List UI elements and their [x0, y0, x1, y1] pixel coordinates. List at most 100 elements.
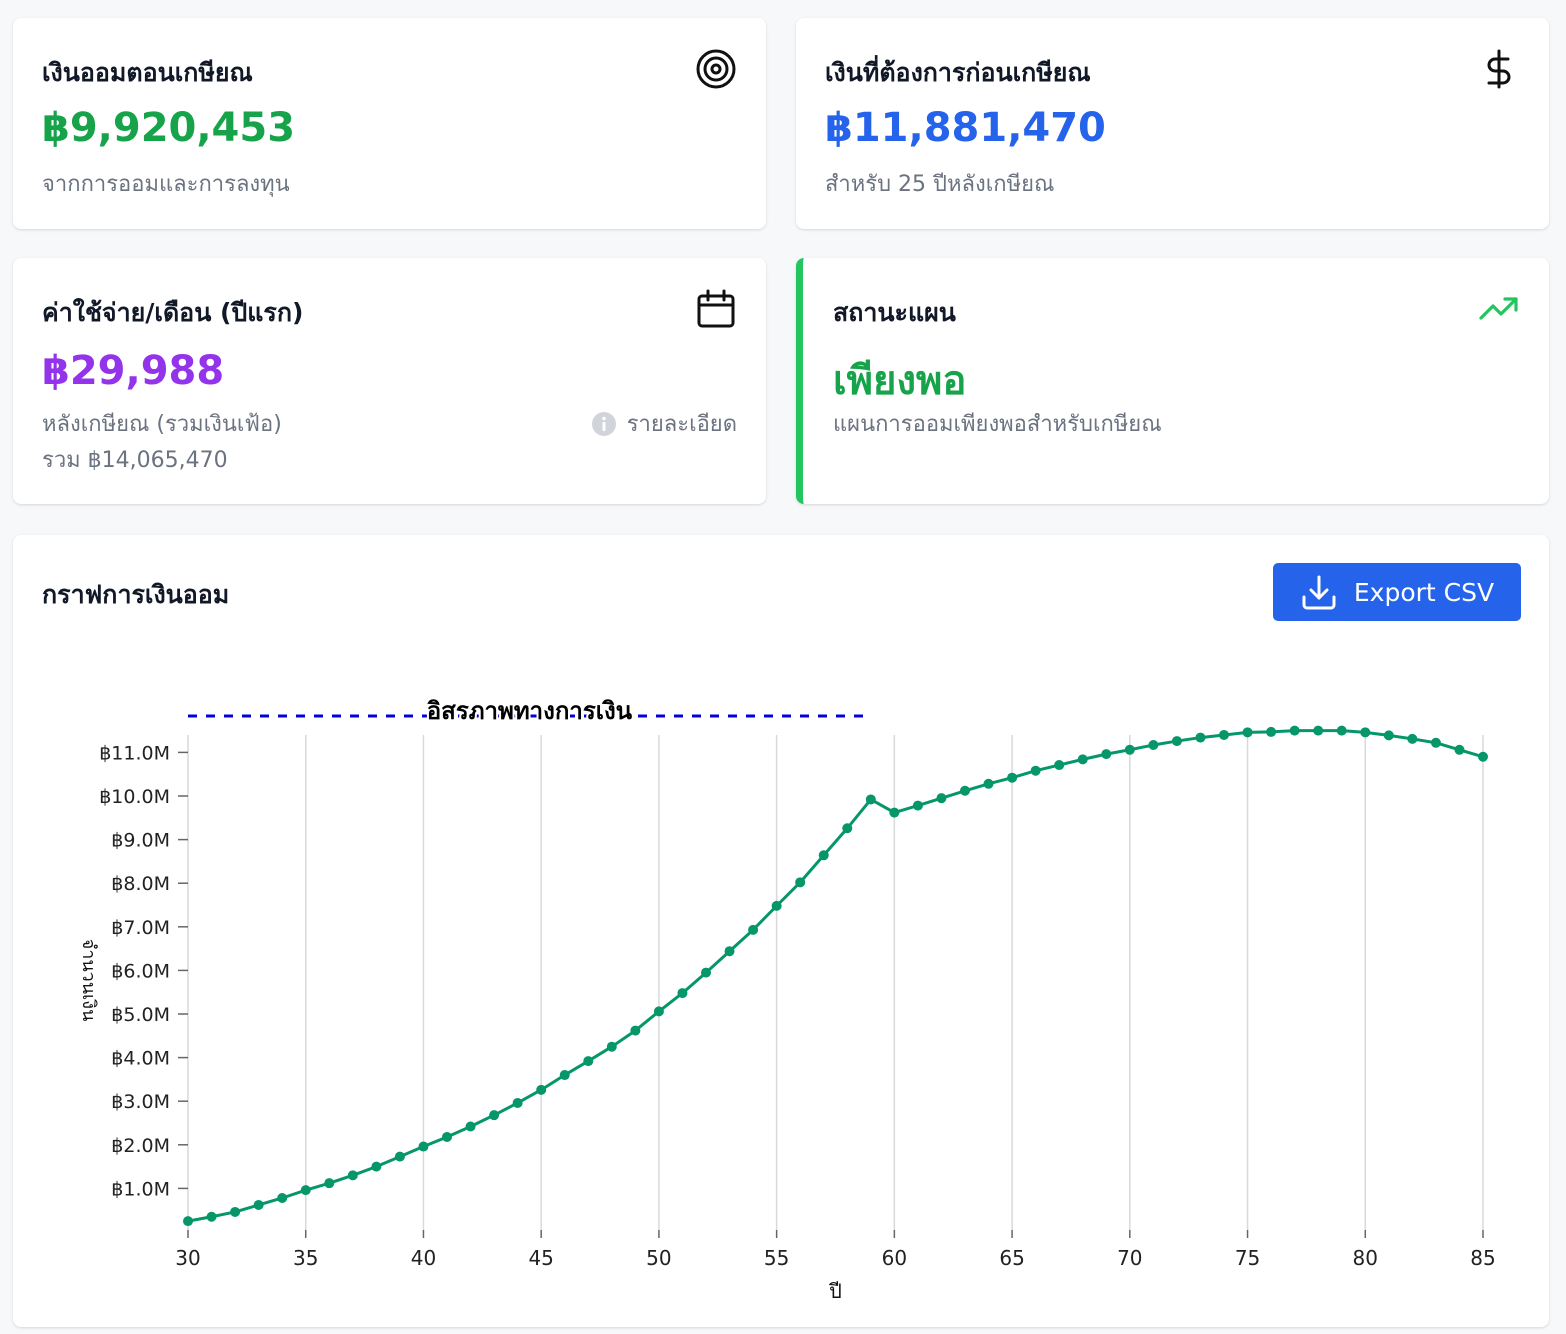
data-point	[818, 850, 829, 861]
data-point	[465, 1121, 476, 1132]
chart-title: กราฟการเงินออม	[42, 580, 230, 609]
data-point	[489, 1110, 500, 1121]
trending-up-icon	[1479, 297, 1518, 320]
y-tick-label: ฿2.0M	[111, 1135, 170, 1157]
data-point	[300, 1185, 311, 1196]
x-tick-label: 30	[175, 1246, 200, 1270]
expense-card: ค่าใช้จ่าย/เดือน (ปีแรก) ฿29,988 หลังเกษ…	[13, 258, 766, 504]
y-tick-label: ฿3.0M	[111, 1091, 170, 1113]
x-tick-label: 60	[882, 1246, 907, 1270]
savings-value: ฿9,920,453	[42, 105, 296, 151]
data-point	[1313, 725, 1324, 736]
reference-line: อิสรภาพทางการเงิน	[188, 695, 871, 727]
data-point	[324, 1178, 335, 1189]
data-point	[1266, 726, 1277, 737]
data-point	[748, 924, 759, 935]
data-point	[512, 1097, 523, 1108]
chart-grid	[187, 735, 1484, 1230]
x-tick-label: 80	[1353, 1246, 1378, 1270]
target-icon	[696, 49, 736, 89]
expense-total: รวม ฿14,065,470	[42, 448, 228, 473]
chart-card: กราฟการเงินออม Export CSV ฿1.0M ฿2.0M ฿3.0…	[13, 535, 1549, 1327]
details-button[interactable]: รายละเอียด	[591, 406, 737, 441]
data-point	[536, 1084, 547, 1095]
data-point	[1124, 744, 1135, 755]
x-tick-label: 35	[293, 1246, 318, 1270]
savings-card: เงินออมตอนเกษียณ ฿9,920,453 จากการออมและ…	[13, 18, 766, 229]
data-point	[1148, 739, 1159, 750]
download-icon	[1302, 575, 1336, 610]
required-value: ฿11,881,470	[825, 105, 1106, 151]
savings-line-chart: ฿1.0M ฿2.0M ฿3.0M ฿4.0M ฿5.0M ฿6.0M ฿7.0M ฿8.0M…	[78, 695, 1496, 1303]
status-title: สถานะแผน	[833, 298, 956, 327]
x-tick-label: 45	[528, 1246, 553, 1270]
data-point	[1077, 754, 1088, 765]
data-point	[1407, 733, 1418, 744]
expense-value: ฿29,988	[42, 348, 225, 394]
data-point	[230, 1206, 241, 1217]
data-point	[1195, 732, 1206, 743]
data-point	[1007, 772, 1018, 783]
data-point	[842, 823, 853, 834]
x-tick-label: 85	[1470, 1246, 1495, 1270]
data-point	[206, 1211, 217, 1222]
status-subtitle: แผนการออมเพียงพอสำหรับเกษียณ	[833, 412, 1162, 437]
x-tick-label: 40	[411, 1246, 436, 1270]
savings-subtitle: จากการออมและการลงทุน	[42, 172, 290, 197]
data-point	[277, 1192, 288, 1203]
data-point	[418, 1141, 429, 1152]
savings-line	[187, 729, 1484, 1223]
data-point	[1336, 725, 1347, 736]
data-point	[912, 800, 923, 811]
data-point	[724, 946, 735, 957]
x-tick-label: 70	[1117, 1246, 1142, 1270]
data-point	[653, 1006, 664, 1017]
data-point	[1360, 727, 1371, 738]
data-point	[865, 794, 876, 805]
data-point	[960, 785, 970, 796]
required-title: เงินที่ต้องการก่อนเกษียณ	[825, 58, 1091, 87]
y-axis-label: จำนวนเงิน	[78, 939, 99, 1022]
status-card: สถานะแผน เพียงพอ แผนการออมเพียงพอสำหรับเ…	[796, 258, 1549, 504]
y-tick-label: ฿7.0M	[111, 917, 170, 939]
data-point	[442, 1131, 452, 1142]
data-point	[394, 1151, 405, 1162]
expense-title: ค่าใช้จ่าย/เดือน (ปีแรก)	[42, 298, 304, 327]
financial-freedom-label: อิสรภาพทางการเงิน	[427, 697, 633, 725]
data-point	[371, 1161, 382, 1172]
data-point	[1478, 751, 1488, 762]
data-point	[936, 793, 947, 804]
calendar-icon	[697, 289, 735, 328]
data-point	[559, 1070, 570, 1081]
savings-title: เงินออมตอนเกษียณ	[42, 58, 253, 87]
x-tick-label: 55	[764, 1246, 789, 1270]
data-point	[1030, 765, 1041, 776]
data-point	[1242, 727, 1253, 738]
data-point	[771, 900, 782, 911]
data-point	[1383, 730, 1394, 741]
x-tick-label: 75	[1235, 1246, 1260, 1270]
data-point	[1454, 744, 1465, 755]
expense-subtitle: หลังเกษียณ (รวมเงินเฟ้อ)	[42, 412, 282, 437]
data-point	[1430, 737, 1441, 748]
data-point	[983, 778, 994, 789]
required-card: เงินที่ต้องการก่อนเกษียณ ฿11,881,470 สำห…	[796, 18, 1549, 229]
data-point	[1289, 725, 1300, 736]
info-icon	[591, 411, 616, 436]
y-tick-label: ฿11.0M	[99, 742, 170, 764]
y-tick-label: ฿6.0M	[111, 960, 170, 982]
data-point	[347, 1170, 358, 1181]
status-value: เพียงพอ	[833, 358, 967, 404]
x-tick-label: 65	[999, 1246, 1024, 1270]
data-point	[606, 1041, 617, 1052]
data-point	[889, 807, 900, 818]
y-tick-label: ฿8.0M	[111, 873, 170, 895]
data-point	[677, 988, 688, 999]
data-point	[1219, 729, 1229, 740]
data-point	[630, 1025, 641, 1036]
x-axis-label: ปี	[829, 1279, 842, 1303]
data-point	[1054, 760, 1065, 771]
y-tick-label: ฿1.0M	[111, 1178, 170, 1200]
export-csv-button[interactable]: Export CSV	[1273, 563, 1521, 621]
data-point	[183, 1216, 193, 1227]
